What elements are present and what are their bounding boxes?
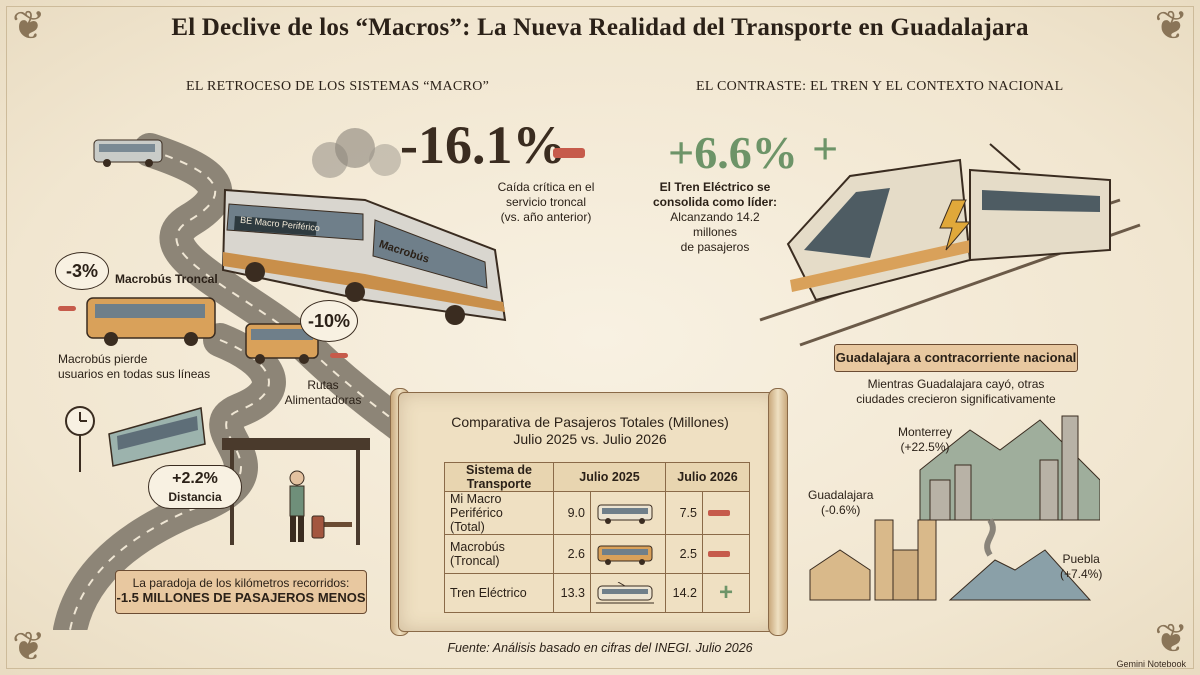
macro-headline-caption: Caída crítica en el servicio troncal (vs…: [497, 180, 595, 224]
value-2025: 9.0: [553, 491, 591, 535]
table-row: Mi Macro Periférico (Total) 9.0 7.5: [444, 491, 750, 535]
feeder-bus-icon: [245, 323, 319, 364]
train-icon: [590, 573, 666, 613]
small-bus-icon: [93, 139, 163, 167]
column-header: Julio 2026: [665, 462, 750, 492]
feeder-percent-badge: -10%: [300, 300, 358, 342]
system-name: Mi Macro Periférico (Total): [444, 491, 554, 535]
train-headline-percent: +6.6%: [668, 127, 798, 178]
troncal-label: Macrobús Troncal: [115, 272, 218, 286]
value-2026: 14.2: [665, 573, 703, 613]
feeder-label: Rutas Alimentadoras: [284, 378, 362, 407]
troncal-percent-badge: -3%: [55, 252, 109, 290]
corner-ornament-icon: ❦: [12, 624, 46, 669]
value-2026: 2.5: [665, 534, 703, 574]
bus-stop-illustration: [222, 438, 370, 545]
system-name: Tren Eléctrico: [444, 573, 554, 613]
decrease-icon: [58, 306, 76, 311]
source-note: Fuente: Análisis basado en cifras del IN…: [447, 641, 753, 655]
increase-icon: +: [702, 573, 750, 613]
bus-icon: [590, 491, 666, 535]
macro-headline-percent: -16.1%: [400, 115, 567, 175]
train-headline-caption: El Tren Eléctrico se consolida como líde…: [652, 180, 778, 254]
decrease-icon: [330, 353, 348, 358]
troncal-bus-icon: [86, 297, 216, 346]
paradox-ribbon: La paradoja de los kilómetros recorridos…: [115, 570, 367, 614]
national-note: Mientras Guadalajara cayó, otras ciudade…: [856, 377, 1056, 406]
page-title: El Declive de los “Macros”: La Nueva Rea…: [171, 14, 1029, 41]
corner-ornament-icon: ❦: [1154, 616, 1188, 661]
scroll-roll-right: [768, 388, 788, 636]
city-monterrey: Monterrey (+22.5%): [898, 425, 953, 454]
decrease-icon: [702, 491, 750, 535]
system-name: Macrobús (Troncal): [444, 534, 554, 574]
city-guadalajara: Guadalajara (-0.6%): [808, 488, 874, 517]
corner-ornament-icon: ❦: [1154, 3, 1188, 48]
table-row: Macrobús (Troncal) 2.6 2.5: [444, 534, 750, 574]
comparison-table: Sistema de Transporte Julio 2025 Julio 2…: [444, 462, 750, 613]
brand-label: Gemini Notebook: [1116, 659, 1186, 669]
road-illustration: [53, 133, 437, 630]
distance-badge: +2.2% Distancia: [148, 465, 242, 509]
city-puebla: Puebla (+7.4%): [1060, 552, 1103, 581]
table-row: Tren Eléctrico 13.3 14.2 +: [444, 573, 750, 613]
table-title: Comparativa de Pasajeros Totales (Millon…: [451, 414, 729, 447]
cities-illustration: [809, 415, 1100, 601]
decorative-frame: [6, 6, 1194, 669]
route-bus-icon: [108, 407, 206, 467]
increase-icon: +: [812, 123, 839, 174]
table-header-row: Sistema de Transporte Julio 2025 Julio 2…: [444, 462, 750, 492]
corner-ornament-icon: ❦: [12, 3, 46, 48]
articulated-bus-illustration: [221, 188, 507, 325]
right-section-heading: EL CONTRASTE: EL TREN Y EL CONTEXTO NACI…: [696, 79, 1064, 94]
bus-icon: [590, 534, 666, 574]
national-ribbon: Guadalajara a contracorriente nacional: [834, 344, 1078, 372]
left-section-heading: EL RETROCESO DE LOS SISTEMAS “MACRO”: [186, 79, 490, 94]
clock-icon: [65, 406, 95, 472]
electric-train-illustration: [759, 143, 1141, 347]
decrease-icon: [702, 534, 750, 574]
smoke-icon: [312, 128, 401, 178]
value-2025: 2.6: [553, 534, 591, 574]
decrease-icon: [553, 148, 585, 158]
value-2025: 13.3: [553, 573, 591, 613]
value-2026: 7.5: [665, 491, 703, 535]
troncal-note: Macrobús pierde usuarios en todas sus lí…: [58, 352, 211, 381]
column-header: Julio 2025: [553, 462, 666, 492]
column-header: Sistema de Transporte: [444, 462, 554, 492]
